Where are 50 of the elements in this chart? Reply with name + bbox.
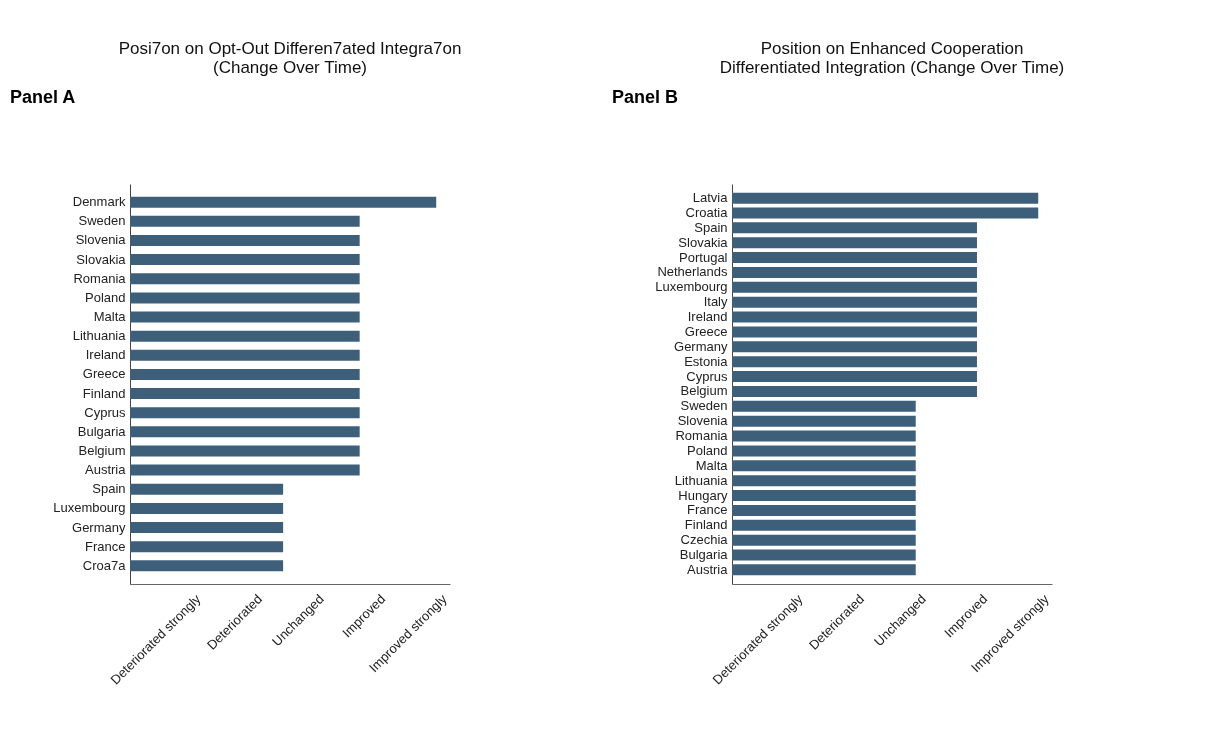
y-tick-label: Estonia — [684, 353, 729, 369]
y-tick-label: Portugal — [679, 249, 728, 265]
y-tick-label: Netherlands — [657, 264, 728, 280]
y-tick-label: Malta — [695, 457, 729, 473]
text: Panel A — [10, 87, 76, 107]
y-tick-label: Italy — [703, 294, 728, 310]
y-tick-label: Austria — [687, 561, 729, 577]
y-tick-label: Germany — [72, 519, 126, 535]
y-tick-label: Greece — [82, 366, 126, 382]
y-tick-label: Cyprus — [84, 404, 126, 420]
text: Panel B — [612, 87, 679, 107]
y-tick-label: Latvia — [692, 190, 729, 206]
y-tick-label: Hungary — [678, 487, 728, 503]
y-tick-label: Spain — [92, 481, 126, 497]
y-tick-label: Czechia — [680, 532, 729, 548]
y-tick-label: Denmark — [72, 194, 126, 210]
y-tick-label: Luxembourg — [53, 500, 126, 516]
y-tick-label: Slovenia — [75, 232, 127, 248]
y-tick-label: France — [687, 502, 728, 518]
y-tick-label: Slovakia — [678, 234, 729, 250]
y-tick-label: Poland — [85, 289, 126, 305]
y-tick-label: Ireland — [687, 309, 728, 325]
y-tick-label: Belgium — [680, 383, 728, 399]
y-tick-label: Lithuania — [674, 472, 729, 488]
chart-title: Position on Enhanced Cooperation Differentiated Integration (Change Over Time) — [719, 39, 1065, 77]
y-tick-label: Romania — [675, 428, 729, 444]
y-tick-label: Sweden — [680, 398, 728, 414]
y-tick-label: Croatia — [685, 205, 729, 220]
y-tick-label: Belgium — [78, 442, 126, 458]
y-tick-label: Cyprus — [686, 368, 728, 384]
y-tick-label: Romania — [73, 270, 127, 286]
y-tick-label: Greece — [684, 323, 728, 339]
y-tick-label: Slovenia — [677, 413, 729, 429]
y-tick-label: Austria — [85, 462, 127, 478]
y-tick-label: Luxembourg — [655, 279, 728, 295]
y-tick-label: Finland — [684, 517, 728, 533]
y-tick-label: Slovakia — [76, 251, 127, 267]
y-tick-label: Bulgaria — [679, 547, 729, 562]
y-tick-label: Poland — [687, 442, 728, 458]
y-tick-label: France — [85, 538, 126, 554]
y-tick-label: Ireland — [85, 347, 126, 363]
y-tick-label: Spain — [694, 219, 728, 235]
y-tick-label: Germany — [674, 338, 728, 354]
chart-title: Posi7on on Opt-Out Differen7ated Integra7on (Change Over Time) — [118, 39, 462, 77]
y-tick-label: Malta — [93, 309, 127, 325]
y-tick-label: Croa7a — [82, 557, 127, 573]
y-tick-label: Bulgaria — [77, 423, 127, 439]
y-tick-label: Finland — [82, 385, 126, 401]
y-tick-label: Sweden — [78, 213, 126, 229]
y-tick-label: Lithuania — [72, 328, 127, 344]
